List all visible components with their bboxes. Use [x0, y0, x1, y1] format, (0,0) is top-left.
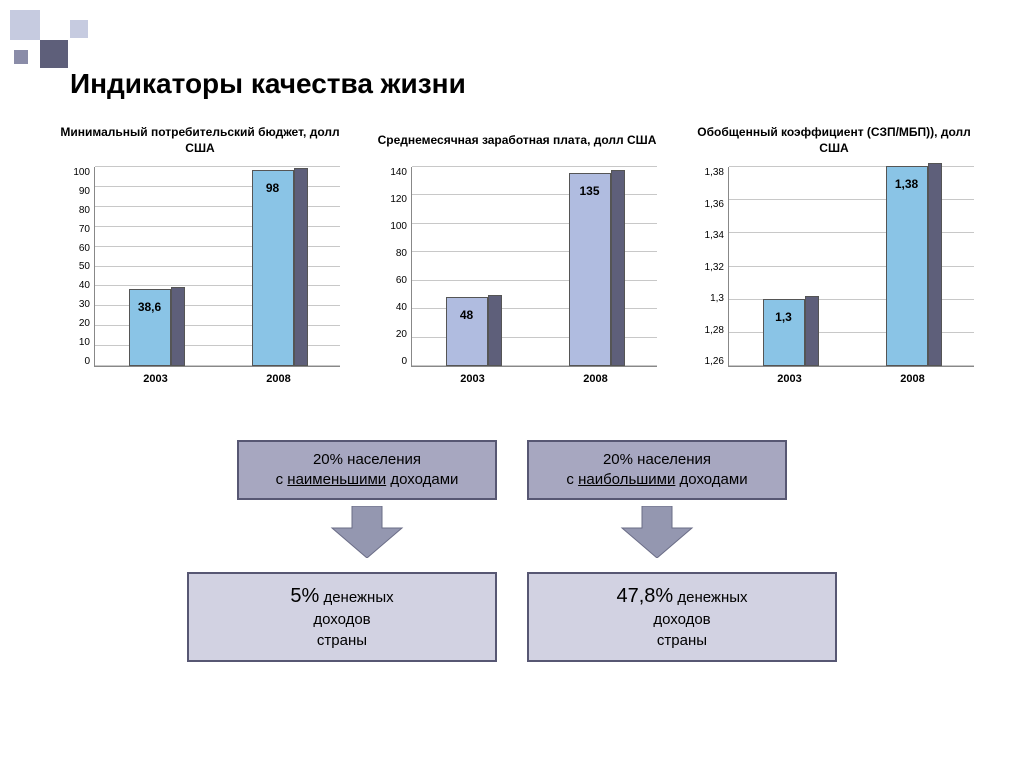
x-tick-label: 2008: [217, 373, 340, 385]
bar-primary: 98: [252, 170, 294, 366]
bar-shadow: [928, 163, 942, 366]
chart-title: Среднемесячная заработная плата, долл СШ…: [378, 118, 657, 163]
plot-area: 48 135: [411, 167, 657, 367]
flow-diagram: 20% населенияс наименьшими доходами 20% н…: [0, 440, 1024, 662]
charts-row: Минимальный потребительский бюджет, долл…: [50, 118, 984, 385]
page-title: Индикаторы качества жизни: [70, 68, 466, 100]
bar-group: 48: [446, 295, 502, 366]
plot-area: 1,3 1,38: [728, 167, 974, 367]
x-tick-label: 2003: [728, 373, 851, 385]
x-axis: 20032008: [377, 373, 657, 385]
flow-top-box-0: 20% населенияс наименьшими доходами: [237, 440, 497, 500]
flow-bottom-box-1: 47,8% денежных доходовстраны: [527, 572, 837, 662]
bar-primary: 48: [446, 297, 488, 366]
bar-primary: 135: [569, 173, 611, 366]
bar-primary: 1,3: [763, 299, 805, 366]
bar-group: 1,38: [886, 163, 942, 366]
bar-group: 1,3: [763, 296, 819, 366]
bar-value-label: 48: [460, 308, 473, 322]
flow-top-box-1: 20% населенияс наибольшими доходами: [527, 440, 787, 500]
bar-value-label: 1,3: [775, 310, 792, 324]
x-tick-label: 2003: [94, 373, 217, 385]
x-tick-label: 2008: [851, 373, 974, 385]
y-axis: 1009080706050403020100: [60, 167, 94, 367]
bar-group: 38,6: [129, 287, 185, 366]
bar-shadow: [488, 295, 502, 366]
bar-primary: 1,38: [886, 166, 928, 366]
x-axis: 20032008: [60, 373, 340, 385]
y-axis: 1,381,361,341,321,31,281,26: [694, 167, 728, 367]
x-axis: 20032008: [694, 373, 974, 385]
bar-value-label: 38,6: [138, 300, 161, 314]
chart-title: Обобщенный коэффициент (СЗП/МБП)), долл …: [684, 118, 984, 163]
bar-primary: 38,6: [129, 289, 171, 366]
y-axis: 140120100806040200: [377, 167, 411, 367]
flow-arrow-1: [527, 506, 787, 558]
bar-shadow: [294, 168, 308, 366]
flow-arrow-0: [237, 506, 497, 558]
bar-value-label: 98: [266, 181, 279, 195]
bar-group: 135: [569, 170, 625, 366]
bar-group: 98: [252, 168, 308, 366]
chart-2: Обобщенный коэффициент (СЗП/МБП)), долл …: [684, 118, 984, 385]
plot-area: 38,6 98: [94, 167, 340, 367]
chart-1: Среднемесячная заработная плата, долл СШ…: [367, 118, 667, 385]
x-tick-label: 2003: [411, 373, 534, 385]
chart-0: Минимальный потребительский бюджет, долл…: [50, 118, 350, 385]
bar-value-label: 135: [579, 184, 599, 198]
bar-value-label: 1,38: [895, 177, 918, 191]
flow-bottom-box-0: 5% денежных доходовстраны: [187, 572, 497, 662]
bar-shadow: [611, 170, 625, 366]
chart-title: Минимальный потребительский бюджет, долл…: [50, 118, 350, 163]
x-tick-label: 2008: [534, 373, 657, 385]
bar-shadow: [805, 296, 819, 366]
bar-shadow: [171, 287, 185, 366]
